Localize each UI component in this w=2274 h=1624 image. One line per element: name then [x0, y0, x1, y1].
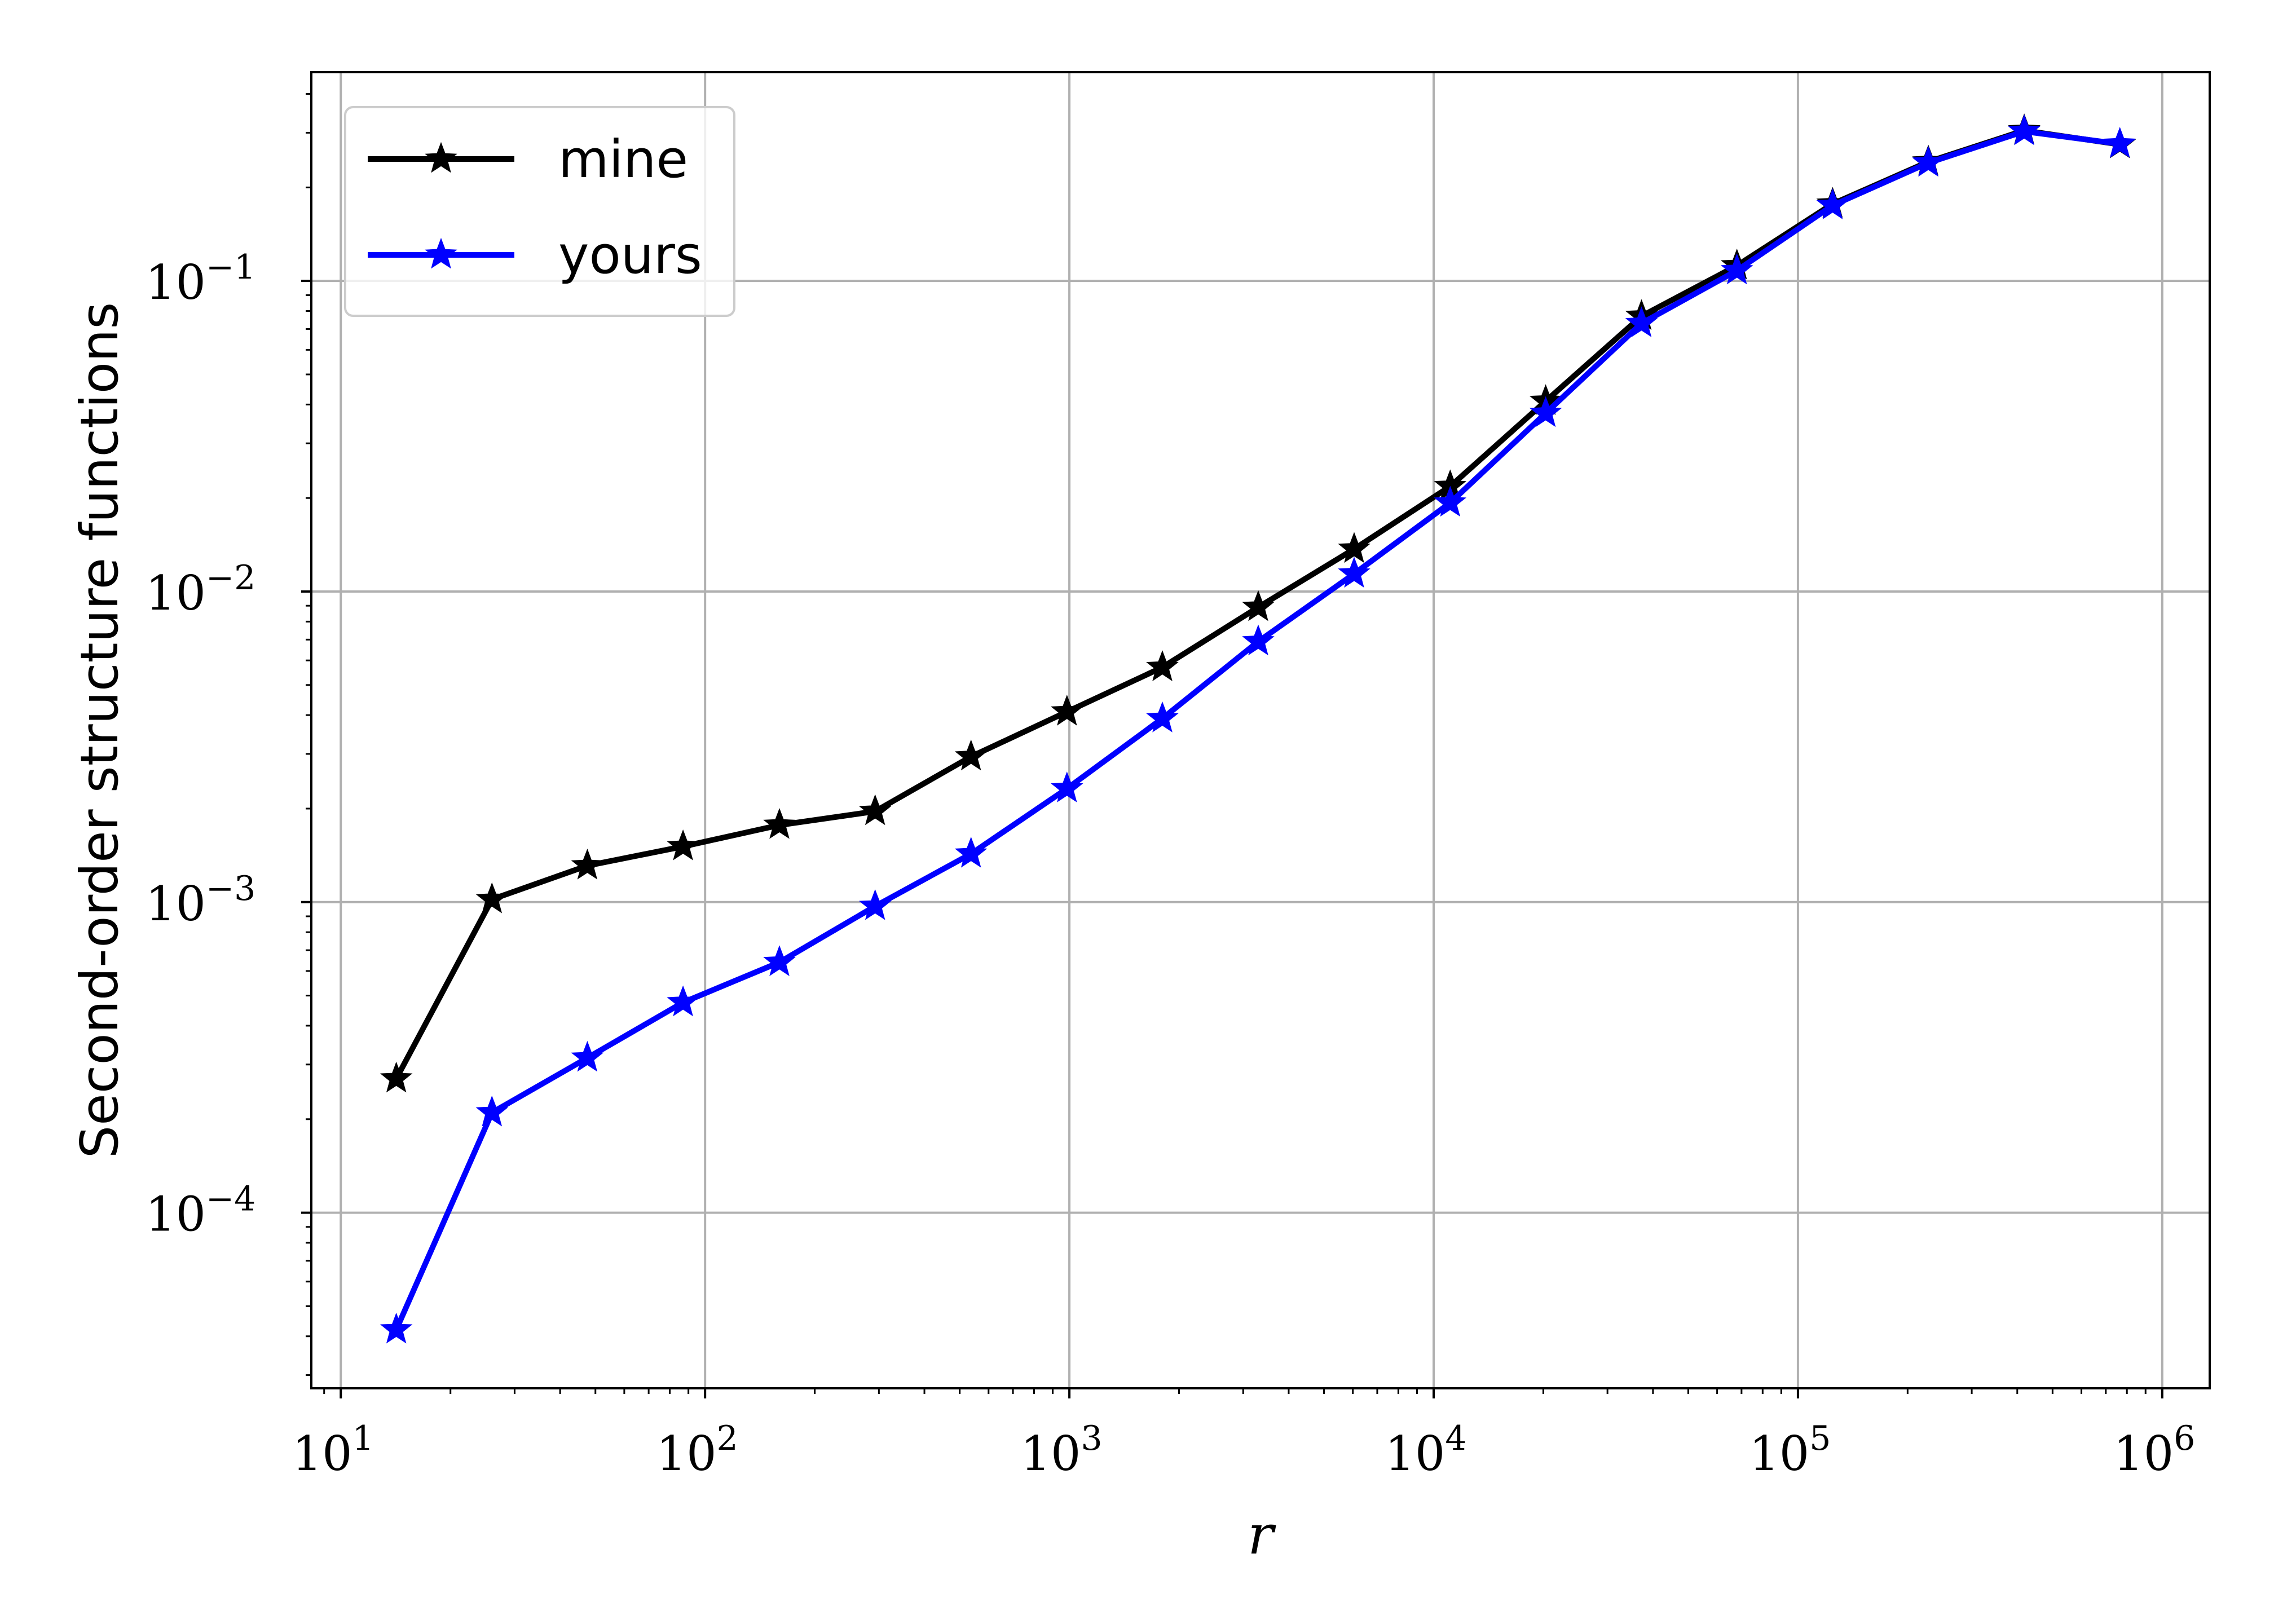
series-yours: [380, 114, 2136, 1344]
data-point-mine: [380, 1061, 413, 1093]
legend-label: mine: [558, 129, 688, 189]
legend-item-yours: yours: [368, 225, 702, 285]
data-point-yours: [1625, 306, 1658, 337]
data-point-mine: [1338, 532, 1370, 563]
x-tick-label: 106: [2113, 1419, 2195, 1481]
data-point-yours: [1720, 253, 1753, 285]
legend-swatch-marker: [425, 237, 457, 269]
data-point-yours: [858, 889, 892, 920]
data-point-yours: [667, 985, 699, 1017]
y-tick-label: 10−4: [146, 1180, 255, 1242]
y-tick-label: 10−3: [146, 869, 255, 932]
data-point-yours: [1051, 771, 1083, 802]
data-point-yours: [954, 836, 988, 868]
data-point-yours: [763, 945, 796, 977]
data-point-yours: [1529, 396, 1562, 427]
data-point-mine: [763, 807, 796, 839]
data-point-yours: [1912, 145, 1945, 177]
x-axis-label: r: [1248, 1503, 1276, 1566]
data-point-mine: [1146, 650, 1179, 681]
y-axis-label: Second-order structure functions: [69, 302, 130, 1159]
data-point-yours: [571, 1040, 604, 1072]
data-point-mine: [954, 739, 988, 771]
y-tick-label: 10−2: [146, 558, 255, 621]
data-point-yours: [2008, 114, 2041, 145]
x-tick-label: 103: [1021, 1419, 1103, 1481]
x-tick-label: 101: [292, 1419, 374, 1481]
data-point-mine: [1051, 695, 1083, 726]
plot-frame: [310, 71, 2211, 1389]
y-tick-label: 10−1: [146, 248, 255, 310]
data-point-yours: [1816, 188, 1849, 219]
data-point-mine: [858, 794, 892, 826]
data-point-yours: [1434, 486, 1467, 517]
data-point-yours: [380, 1312, 413, 1344]
x-tick-label: 104: [1385, 1419, 1466, 1481]
legend-swatch-marker: [425, 142, 457, 173]
data-point-yours: [2103, 127, 2136, 158]
series-layer: [380, 113, 2136, 1344]
major-ticks: [301, 280, 2163, 1398]
data-point-mine: [571, 848, 604, 880]
tick-labels: 101 102 103 104 105 106 10−4 10−3 10−2 10−1: [146, 248, 2195, 1481]
legend-label: yours: [558, 225, 702, 285]
data-point-mine: [667, 829, 699, 860]
x-tick-label: 105: [1749, 1419, 1831, 1481]
data-point-yours: [475, 1095, 509, 1127]
data-point-yours: [1146, 701, 1179, 732]
data-point-yours: [1338, 557, 1370, 588]
legend-item-mine: mine: [368, 129, 688, 189]
data-point-mine: [475, 882, 509, 914]
data-point-mine: [1242, 590, 1275, 621]
x-tick-label: 102: [656, 1419, 738, 1481]
data-point-yours: [1242, 624, 1275, 656]
legend: mine yours: [344, 106, 735, 317]
